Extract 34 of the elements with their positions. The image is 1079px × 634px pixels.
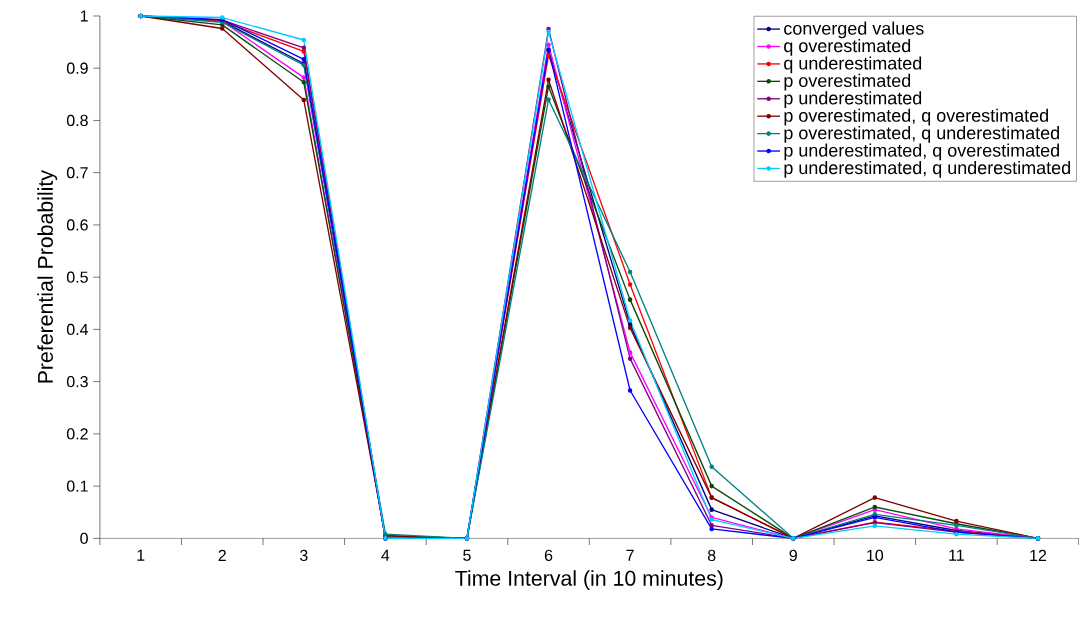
x-tick-label: 5 bbox=[463, 549, 471, 561]
legend-label: converged values bbox=[784, 21, 924, 39]
y-tick-label: 0.9 bbox=[66, 62, 88, 74]
x-tick-label: 7 bbox=[626, 549, 634, 561]
x-tick-label: 6 bbox=[544, 549, 553, 561]
x-tick-label: 2 bbox=[218, 549, 226, 561]
legend-label: p overestimated, q overestimated bbox=[784, 108, 1048, 126]
legend-label: q overestimated bbox=[784, 38, 911, 56]
x-tick-label: 9 bbox=[789, 549, 797, 561]
y-tick-label: 0.7 bbox=[66, 166, 88, 179]
x-tick-label: 12 bbox=[1030, 549, 1047, 561]
x-axis-title: Time Interval (in 10 minutes) bbox=[455, 570, 723, 590]
y-tick-label: 0.6 bbox=[66, 219, 88, 231]
x-tick-label: 3 bbox=[299, 549, 308, 561]
y-tick-label: 0.3 bbox=[66, 375, 88, 388]
y-tick-label: 0 bbox=[80, 532, 88, 544]
x-tick-label: 1 bbox=[137, 549, 145, 561]
y-tick-label: 0.5 bbox=[66, 271, 88, 283]
y-tick-label: 0.4 bbox=[66, 323, 89, 335]
legend-label: p underestimated, q overestimated bbox=[784, 143, 1059, 161]
y-tick-label: 1 bbox=[80, 10, 88, 22]
legend-label: p overestimated, q underestimated bbox=[784, 125, 1059, 143]
legend-label: p overestimated bbox=[784, 73, 911, 91]
y-tick-label: 0.2 bbox=[66, 428, 88, 440]
y-tick-label: 0.1 bbox=[66, 480, 88, 492]
legend-label: p underestimated bbox=[784, 91, 922, 108]
x-tick-label: 11 bbox=[949, 549, 964, 561]
legend-label: q underestimated bbox=[784, 56, 922, 74]
x-tick-label: 10 bbox=[867, 549, 884, 561]
legend-label: p underestimated, q underestimated bbox=[784, 160, 1070, 178]
x-tick-label: 8 bbox=[707, 549, 716, 561]
x-tick-label: 4 bbox=[381, 549, 390, 561]
y-axis-title: Preferential Probability bbox=[37, 169, 58, 383]
y-tick-label: 0.8 bbox=[66, 114, 88, 126]
